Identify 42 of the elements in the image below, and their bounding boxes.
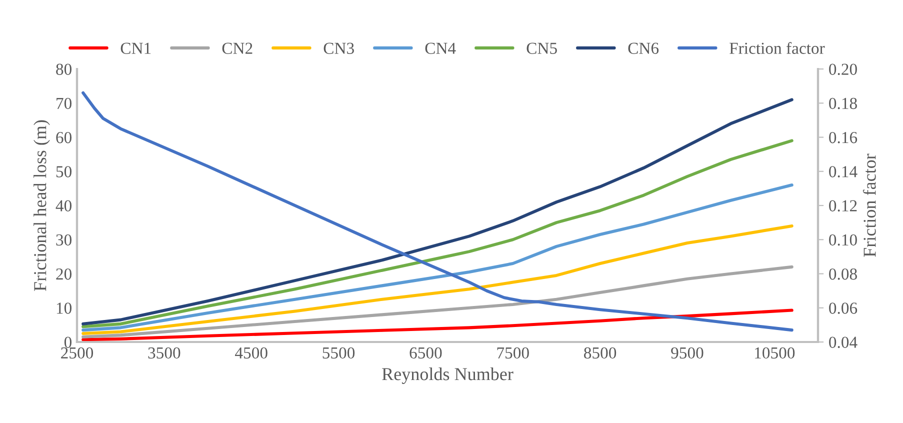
x-tick-label: 9500 (671, 347, 704, 359)
x-tick-label: 6500 (410, 347, 442, 359)
y-tick-label: 50 (56, 166, 72, 178)
x-tick-label: 10500 (755, 347, 795, 359)
x-axis-title: Reynolds Number (382, 368, 514, 384)
y2-axis-title: Friction factor (862, 154, 876, 257)
y-tick-label: 60 (56, 132, 72, 144)
x-tick-label: 3500 (148, 347, 180, 359)
line-series (82, 139, 794, 328)
line-series (82, 224, 794, 335)
legend-label: CN3 (324, 42, 354, 54)
y-tick-label: 70 (56, 98, 72, 110)
legend-label: Friction factor (730, 42, 825, 54)
y-tick-label: 10 (56, 302, 72, 314)
y-tick-label: 20 (56, 268, 72, 280)
y-axis-title: Frictional head loss (m) (34, 120, 50, 291)
legend-label: CN6 (628, 42, 659, 54)
y2-tick-label: 0.18 (829, 98, 857, 110)
y2-tick-label: 0.08 (829, 268, 857, 280)
line-series (82, 265, 794, 338)
x-tick-label: 7500 (497, 347, 529, 359)
y2-tick-label: 0.10 (829, 234, 857, 246)
y2-tick-label: 0.06 (829, 302, 858, 314)
y2-tick-label: 0.12 (829, 200, 857, 212)
y2-tick-label: 0.20 (829, 64, 857, 76)
x-tick-label: 8500 (584, 347, 616, 359)
line-series (82, 183, 794, 332)
y2-tick-label: 0.14 (829, 166, 858, 178)
y2-tick-label: 0.16 (829, 132, 858, 144)
y-tick-label: 0 (64, 336, 72, 348)
legend-label: CN5 (526, 42, 557, 54)
legend-label: CN1 (120, 42, 151, 54)
y2-tick-label: 0.04 (829, 336, 858, 348)
x-tick-label: 2500 (61, 347, 94, 359)
x-tick-label: 5500 (322, 347, 355, 359)
line-series (82, 308, 794, 342)
y-tick-label: 80 (56, 64, 72, 75)
y-tick-label: 40 (56, 200, 72, 212)
y-tick-label: 30 (56, 234, 72, 246)
x-tick-label: 4500 (235, 347, 268, 359)
legend-label: CN4 (425, 42, 456, 54)
legend-label: CN2 (222, 42, 252, 54)
